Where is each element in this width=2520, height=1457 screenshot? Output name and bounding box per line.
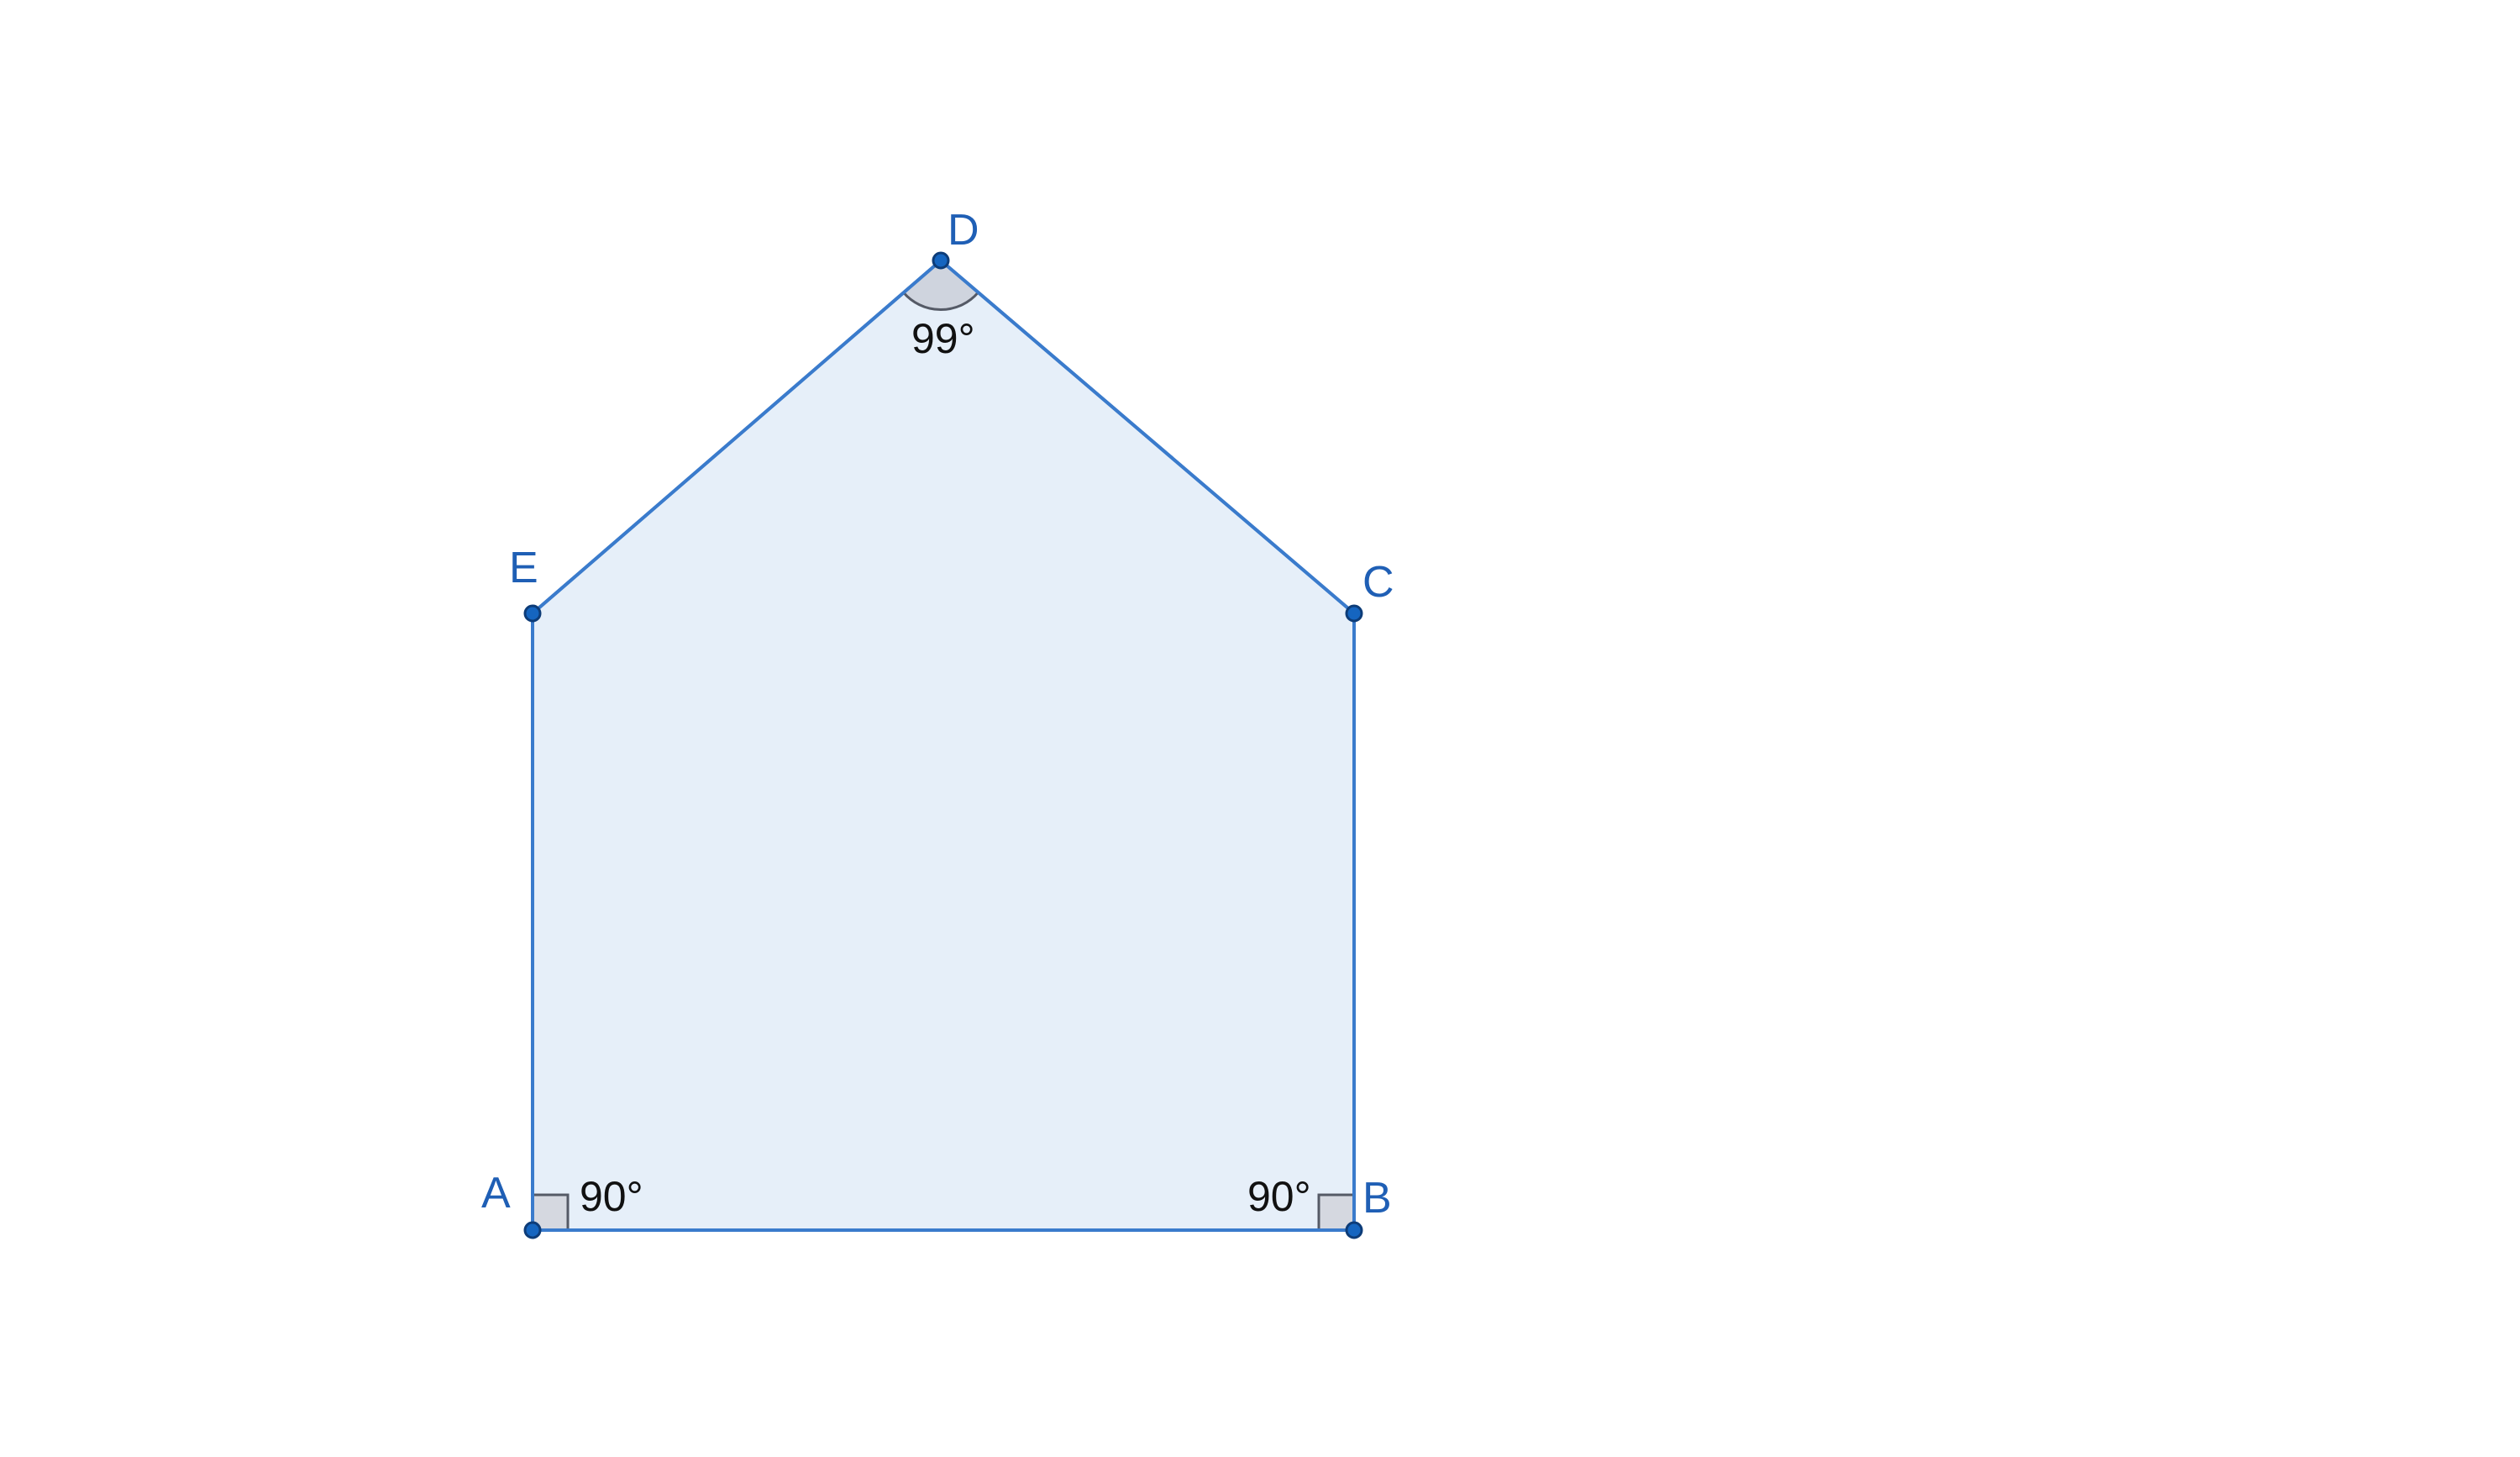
label-d: D <box>948 206 979 255</box>
pentagon-abcde <box>531 259 1356 1232</box>
point-d[interactable] <box>932 251 950 270</box>
angle-label-a: 90° <box>580 1173 643 1220</box>
angle-label-d: 99° <box>911 315 975 362</box>
angle-label-b: 90° <box>1247 1173 1311 1220</box>
label-c: C <box>1362 558 1394 607</box>
label-e: E <box>509 544 538 592</box>
label-a: A <box>481 1169 511 1218</box>
point-b[interactable] <box>1345 1221 1363 1239</box>
pentagon-edges <box>531 259 1356 1232</box>
angle-arc-d-outline <box>902 292 979 312</box>
point-c[interactable] <box>1345 604 1363 623</box>
label-b: B <box>1362 1174 1392 1223</box>
point-a[interactable] <box>523 1221 542 1239</box>
angle-arc-d <box>903 260 979 310</box>
point-e[interactable] <box>523 604 542 623</box>
